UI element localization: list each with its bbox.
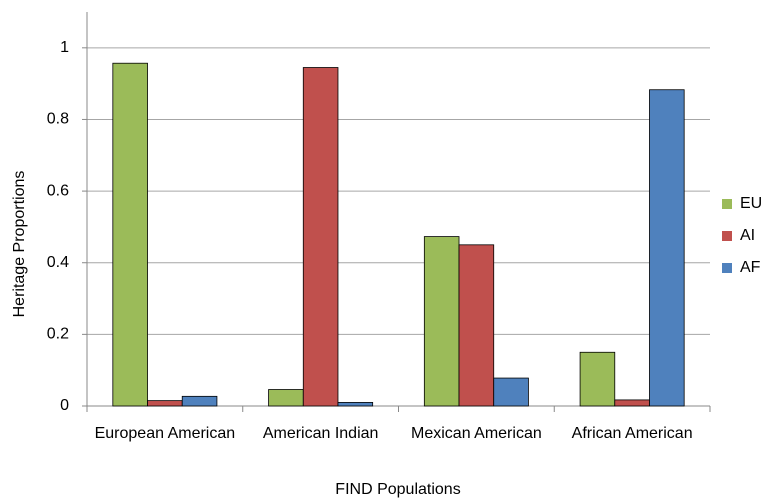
bar (112, 62, 148, 407)
bar (423, 236, 460, 407)
bar (458, 244, 495, 407)
legend-swatch (722, 263, 732, 273)
y-tick-label: 0.4 (47, 254, 69, 271)
x-axis-title: FIND Populations (335, 481, 460, 498)
x-tick-label: Mexican American (411, 425, 542, 442)
legend-label: EU (740, 195, 762, 212)
bar (579, 351, 616, 407)
legend-label: AI (740, 227, 755, 244)
legend-swatch (722, 199, 732, 209)
y-axis-title: Heritage Proportions (11, 171, 28, 318)
x-tick-label: African American (572, 425, 693, 442)
bar (493, 377, 529, 407)
y-tick-label: 0 (60, 397, 69, 414)
y-tick-label: 0.2 (47, 326, 69, 343)
y-tick-label: 0.8 (47, 111, 69, 128)
bar (181, 395, 218, 407)
bar (337, 402, 374, 407)
x-tick-label: European American (95, 425, 236, 442)
bar (614, 399, 650, 407)
bar (268, 389, 304, 407)
bar (302, 67, 339, 407)
legend-label: AF (740, 259, 761, 276)
bar (649, 89, 685, 407)
y-tick-label: 1 (60, 39, 69, 56)
legend-swatch (722, 231, 732, 241)
y-tick-label: 0.6 (47, 182, 69, 199)
x-tick-label: American Indian (263, 425, 379, 442)
bar (147, 400, 183, 407)
